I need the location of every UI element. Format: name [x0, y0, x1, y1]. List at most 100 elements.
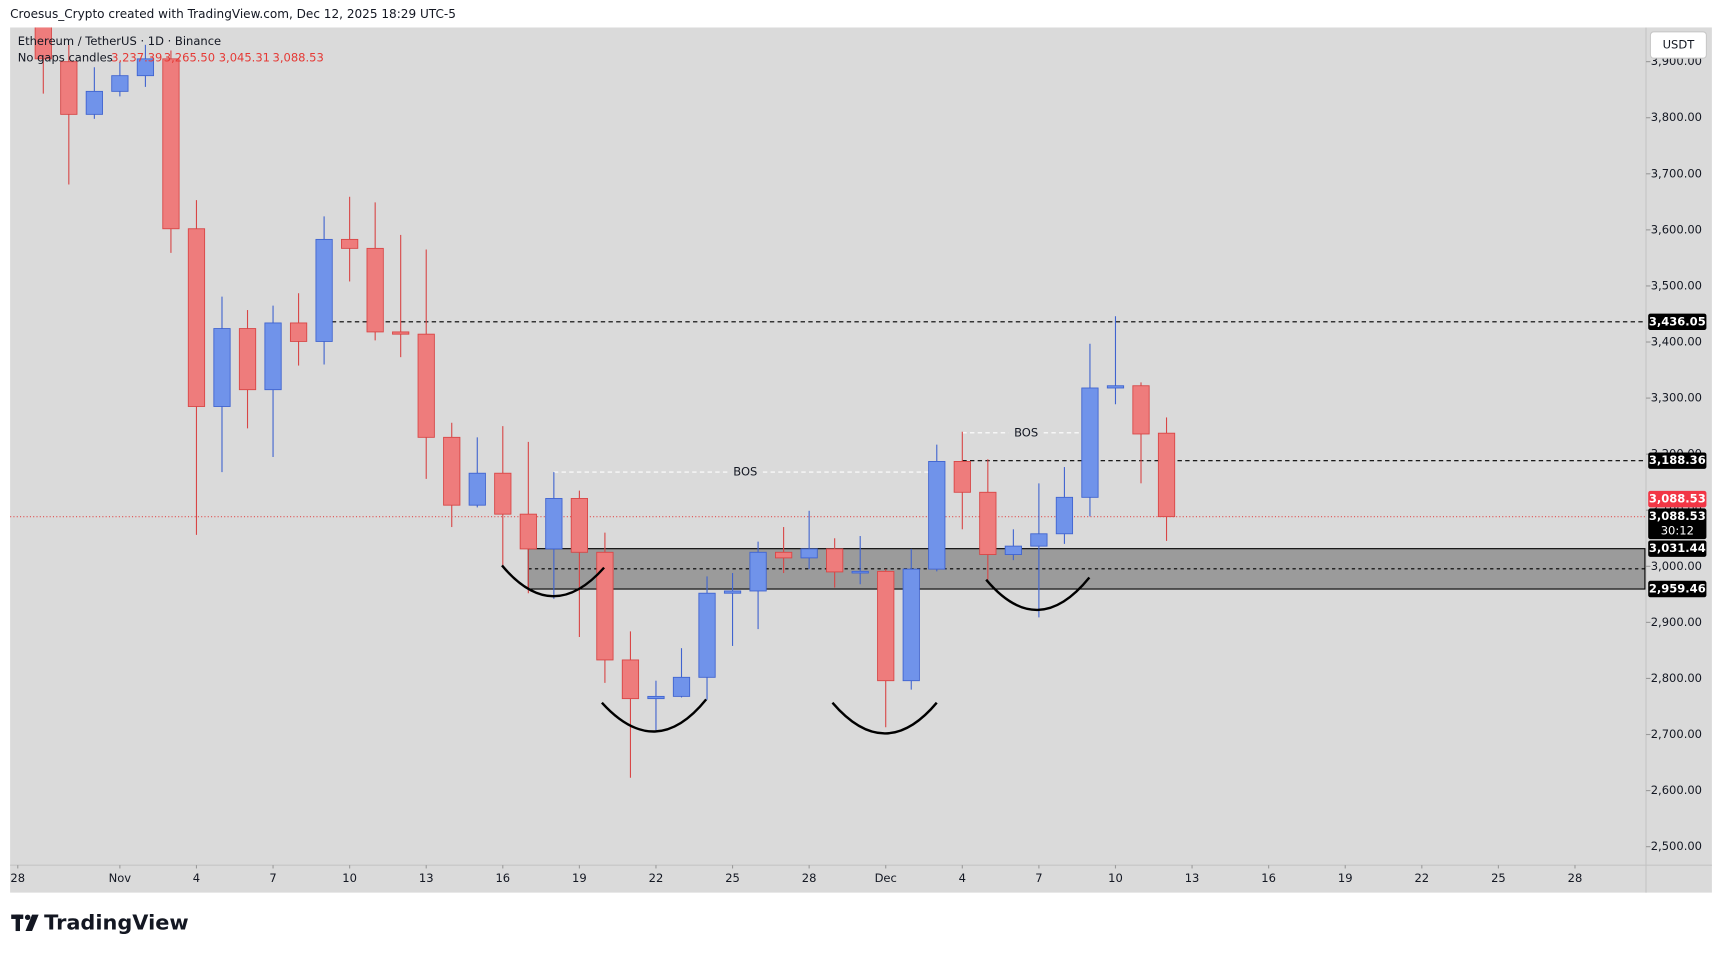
candle-body: [1081, 387, 1099, 498]
candle-body: [800, 548, 818, 559]
candle-body: [315, 238, 333, 342]
chart-subtitle: No gaps candles: [18, 51, 113, 65]
legend-low: 3,045.31: [219, 51, 270, 65]
arc-drawing: [985, 576, 1091, 612]
candle-body: [723, 590, 742, 594]
y-tick-label: 2,600.00: [1651, 783, 1702, 797]
x-tick-label: 10: [342, 871, 357, 885]
candle-body: [519, 513, 537, 550]
x-tick-label: Nov: [109, 871, 132, 885]
candle-body: [213, 328, 231, 407]
candle-body: [1030, 533, 1048, 547]
arc-drawing: [600, 698, 708, 733]
y-tick-label: 3,400.00: [1651, 335, 1702, 349]
y-tick-label: 2,500.00: [1651, 839, 1702, 853]
x-tick-label: 13: [419, 871, 434, 885]
y-tick-label: 2,700.00: [1651, 727, 1702, 741]
bos-label: BOS: [1014, 425, 1038, 439]
price-tag-label: 2,959.46: [1649, 582, 1706, 596]
candle-body: [162, 58, 180, 230]
price-tag-label: 3,088.53: [1649, 509, 1706, 523]
candle-body: [341, 238, 359, 249]
y-tick-label: 3,800.00: [1651, 110, 1702, 124]
countdown: 30:12: [1661, 523, 1694, 537]
x-tick-label: 13: [1185, 871, 1200, 885]
candle-body: [187, 228, 206, 407]
y-tick-label: 3,600.00: [1651, 222, 1702, 236]
x-tick-label: 25: [725, 871, 740, 885]
candle-body: [851, 570, 869, 574]
plot-background: [10, 27, 1712, 893]
legend-open: 3,237.39: [111, 51, 162, 65]
candle-body: [1106, 385, 1125, 389]
price-tag: [1648, 508, 1707, 540]
candle-body: [698, 592, 716, 678]
arc-drawing: [501, 564, 605, 598]
plot-top-mask: [0, 0, 1648, 28]
candle-body: [289, 322, 308, 342]
candle-body: [417, 333, 435, 438]
candle-body: [775, 551, 793, 559]
price-tag: [1648, 452, 1707, 469]
brand: TradingView: [44, 910, 189, 934]
currency-button[interactable]: [1649, 31, 1707, 59]
bos-label: BOS: [733, 465, 757, 479]
candle-body: [979, 491, 997, 555]
y-tick-label: 2,900.00: [1651, 615, 1702, 629]
x-tick-label: 28: [1568, 871, 1583, 885]
candle-body: [826, 548, 844, 573]
candle-body: [647, 695, 665, 700]
x-tick-label: 4: [193, 871, 200, 885]
candle-body: [111, 75, 129, 92]
logo-shape: [15, 914, 20, 932]
plot: BOS BOS: [0, 0, 1648, 778]
price-tag-label: 3,031.44: [1649, 541, 1706, 555]
arc-drawing: [831, 701, 938, 735]
candle-body: [1157, 432, 1176, 518]
axes: 2,500.00 2,600.00 2,700.00 2,800.00 2,900.00…: [10, 54, 1707, 885]
candle-body: [672, 676, 691, 697]
candle-body: [749, 551, 767, 592]
x-tick-label: 19: [1338, 871, 1353, 885]
candle-body: [877, 570, 895, 682]
candle-body: [392, 331, 410, 335]
candle-body: [928, 461, 946, 570]
legend-high: 3,265.50: [164, 51, 215, 65]
x-tick-label: 28: [802, 871, 817, 885]
logo-shape: [25, 914, 39, 932]
price-tag-label: 3,088.53: [1649, 492, 1706, 506]
candle-body: [953, 461, 971, 493]
candle-body: [60, 61, 78, 115]
brand-logo: [11, 914, 39, 932]
header: Croesus_Crypto created with TradingView.…: [10, 7, 456, 21]
y-tick-label: 3,500.00: [1651, 278, 1702, 292]
candle-body: [902, 568, 920, 682]
y-tick-label: 3,700.00: [1651, 166, 1702, 180]
x-tick-label: 19: [572, 871, 587, 885]
candle-body: [264, 322, 282, 391]
candle-body: [494, 472, 512, 515]
y-tick-label: 3,000.00: [1651, 559, 1702, 573]
x-tick-label: 4: [959, 871, 966, 885]
candle-body: [570, 498, 588, 553]
chart-title: Ethereum / TetherUS · 1D · Binance: [18, 34, 221, 48]
candle-body: [136, 58, 155, 77]
drawings: [501, 564, 1091, 735]
x-tick-label: 16: [1261, 871, 1276, 885]
candle-body: [366, 247, 384, 333]
candle-body: [468, 472, 486, 506]
x-tick-label: 16: [495, 871, 510, 885]
price-tag: [1648, 313, 1707, 331]
x-tick-label: 7: [269, 871, 276, 885]
y-tick-label: 2,800.00: [1651, 671, 1702, 685]
x-tick-label: 25: [1491, 871, 1506, 885]
candle-body: [1055, 496, 1074, 535]
price-tag-label: 3,436.05: [1649, 314, 1706, 328]
candle-body: [85, 90, 103, 115]
candle-body: [238, 328, 257, 391]
logo-shape: [24, 914, 31, 921]
legend-close: 3,088.53: [273, 51, 324, 65]
price-tag: [1648, 540, 1707, 557]
currency-label[interactable]: USDT: [1663, 38, 1696, 52]
